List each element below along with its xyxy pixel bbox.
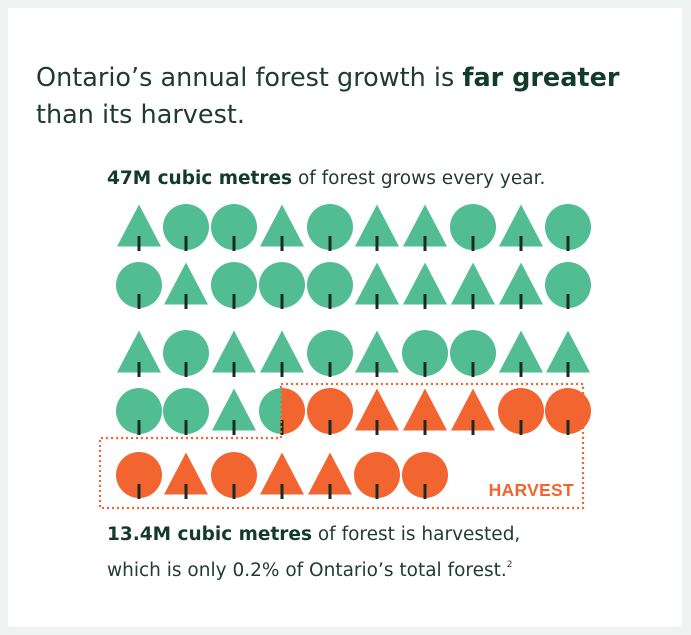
- growth-amount: 47M cubic metres: [107, 168, 293, 189]
- growth-conifer-tree-icon: [117, 204, 161, 251]
- growth-round-tree-icon: [211, 204, 257, 251]
- growth-round-tree-icon: [307, 262, 353, 309]
- growth-round-tree-icon: [116, 388, 162, 435]
- growth-caption-text: of forest grows every year.: [292, 168, 546, 189]
- harvest-conifer-tree-icon: [403, 388, 447, 435]
- headline: Ontario’s annual forest growth is far gr…: [36, 60, 666, 134]
- growth-round-tree-icon: [163, 330, 209, 377]
- growth-conifer-tree-icon: [403, 204, 447, 251]
- growth-round-tree-icon: [307, 330, 353, 377]
- headline-text-end: than its harvest.: [36, 100, 245, 130]
- split-tree-icon: [259, 388, 305, 435]
- growth-conifer-tree-icon: [212, 330, 256, 377]
- growth-round-tree-icon: [450, 330, 496, 377]
- harvest-round-tree-icon: [307, 388, 353, 435]
- harvest-round-tree-icon: [354, 452, 400, 499]
- growth-round-tree-icon: [545, 204, 591, 251]
- growth-conifer-tree-icon: [403, 262, 447, 309]
- harvest-conifer-tree-icon: [260, 452, 304, 499]
- growth-round-tree-icon: [211, 262, 257, 309]
- growth-caption: 47M cubic metres of forest grows every y…: [107, 168, 545, 189]
- growth-round-tree-icon: [402, 330, 448, 377]
- harvest-amount: 13.4M cubic metres: [107, 524, 312, 545]
- infographic-card: Ontario’s annual forest growth is far gr…: [8, 8, 682, 627]
- growth-conifer-tree-icon: [499, 204, 543, 251]
- harvest-caption: 13.4M cubic metres of forest is harveste…: [107, 520, 520, 586]
- growth-round-tree-icon: [307, 204, 353, 251]
- growth-round-tree-icon: [116, 262, 162, 309]
- harvest-label: HARVEST: [489, 480, 574, 500]
- harvest-share-text: which is only 0.2% of Ontario’s total fo…: [107, 560, 507, 581]
- growth-conifer-tree-icon: [117, 330, 161, 377]
- growth-round-tree-icon: [259, 262, 305, 309]
- harvest-caption-text: of forest is harvested,: [311, 524, 521, 545]
- growth-round-tree-icon: [163, 388, 209, 435]
- harvest-round-tree-icon: [545, 388, 591, 435]
- harvest-round-tree-icon: [211, 452, 257, 499]
- growth-round-tree-icon: [545, 262, 591, 309]
- harvest-round-tree-icon: [402, 452, 448, 499]
- tree-icon-grid: HARVEST: [98, 204, 591, 510]
- harvest-outline: [98, 382, 585, 510]
- growth-conifer-tree-icon: [212, 388, 256, 435]
- growth-conifer-tree-icon: [260, 204, 304, 251]
- growth-conifer-tree-icon: [164, 262, 208, 309]
- growth-conifer-tree-icon: [546, 330, 590, 377]
- harvest-conifer-tree-icon: [308, 452, 352, 499]
- growth-conifer-tree-icon: [355, 330, 399, 377]
- growth-conifer-tree-icon: [499, 330, 543, 377]
- growth-round-tree-icon: [163, 204, 209, 251]
- growth-conifer-tree-icon: [451, 262, 495, 309]
- harvest-round-tree-icon: [498, 388, 544, 435]
- footnote-reference: 2: [506, 560, 513, 570]
- harvest-conifer-tree-icon: [164, 452, 208, 499]
- headline-emphasis: far greater: [462, 63, 620, 93]
- growth-conifer-tree-icon: [355, 262, 399, 309]
- harvest-round-tree-icon: [116, 452, 162, 499]
- growth-conifer-tree-icon: [355, 204, 399, 251]
- harvest-conifer-tree-icon: [355, 388, 399, 435]
- growth-round-tree-icon: [450, 204, 496, 251]
- growth-conifer-tree-icon: [260, 330, 304, 377]
- growth-conifer-tree-icon: [499, 262, 543, 309]
- harvest-conifer-tree-icon: [451, 388, 495, 435]
- headline-text-start: Ontario’s annual forest growth is: [36, 63, 463, 93]
